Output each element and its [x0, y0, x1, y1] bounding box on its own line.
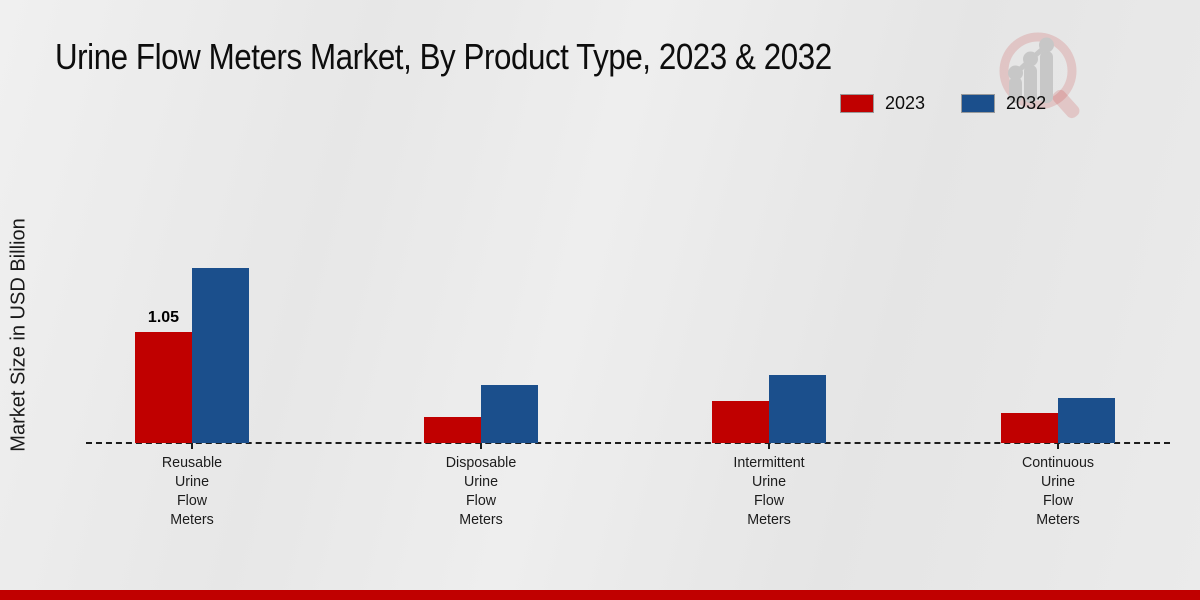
legend-label: 2023: [885, 93, 926, 113]
legend-label: 2032: [1006, 93, 1047, 113]
category-label-2: Intermittent Urine Flow Meters: [733, 454, 805, 528]
bar-2023-category-0: [135, 332, 192, 443]
x-axis-tick: [479, 443, 482, 449]
bar-2023-category-3: [1000, 413, 1058, 443]
x-axis-baseline: [86, 442, 1170, 444]
category-label-1: Disposable Urine Flow Meters: [445, 454, 516, 528]
bar-2023-category-2: [712, 401, 769, 443]
legend-swatch-2032: [961, 94, 996, 113]
category-label-3: Continuous Urine Flow Meters: [1021, 454, 1094, 528]
bar-2032-category-3: [1057, 398, 1115, 443]
bar-value-label: 1.05: [147, 309, 180, 326]
chart-title: Urine Flow Meters Market, By Product Typ…: [55, 36, 832, 77]
bar-2032-category-2: [769, 375, 826, 443]
x-axis-tick: [768, 443, 770, 449]
bar-2032-category-1: [480, 385, 538, 443]
legend-item-2032: 2032: [961, 93, 1046, 114]
magnifier-growth-chart-logo-icon: [999, 32, 1080, 119]
legend-item-2023: 2023: [840, 93, 925, 114]
x-axis-tick: [1056, 443, 1059, 449]
legend-swatch-2023: [840, 94, 874, 113]
x-axis-tick: [191, 443, 193, 449]
bar-2032-category-0: [192, 268, 249, 443]
category-label-0: Reusable Urine Flow Meters: [161, 454, 223, 528]
bar-2023-category-1: [423, 417, 481, 443]
footer-accent-strip: [0, 590, 1200, 600]
legend: 2023 2032: [840, 93, 1046, 114]
